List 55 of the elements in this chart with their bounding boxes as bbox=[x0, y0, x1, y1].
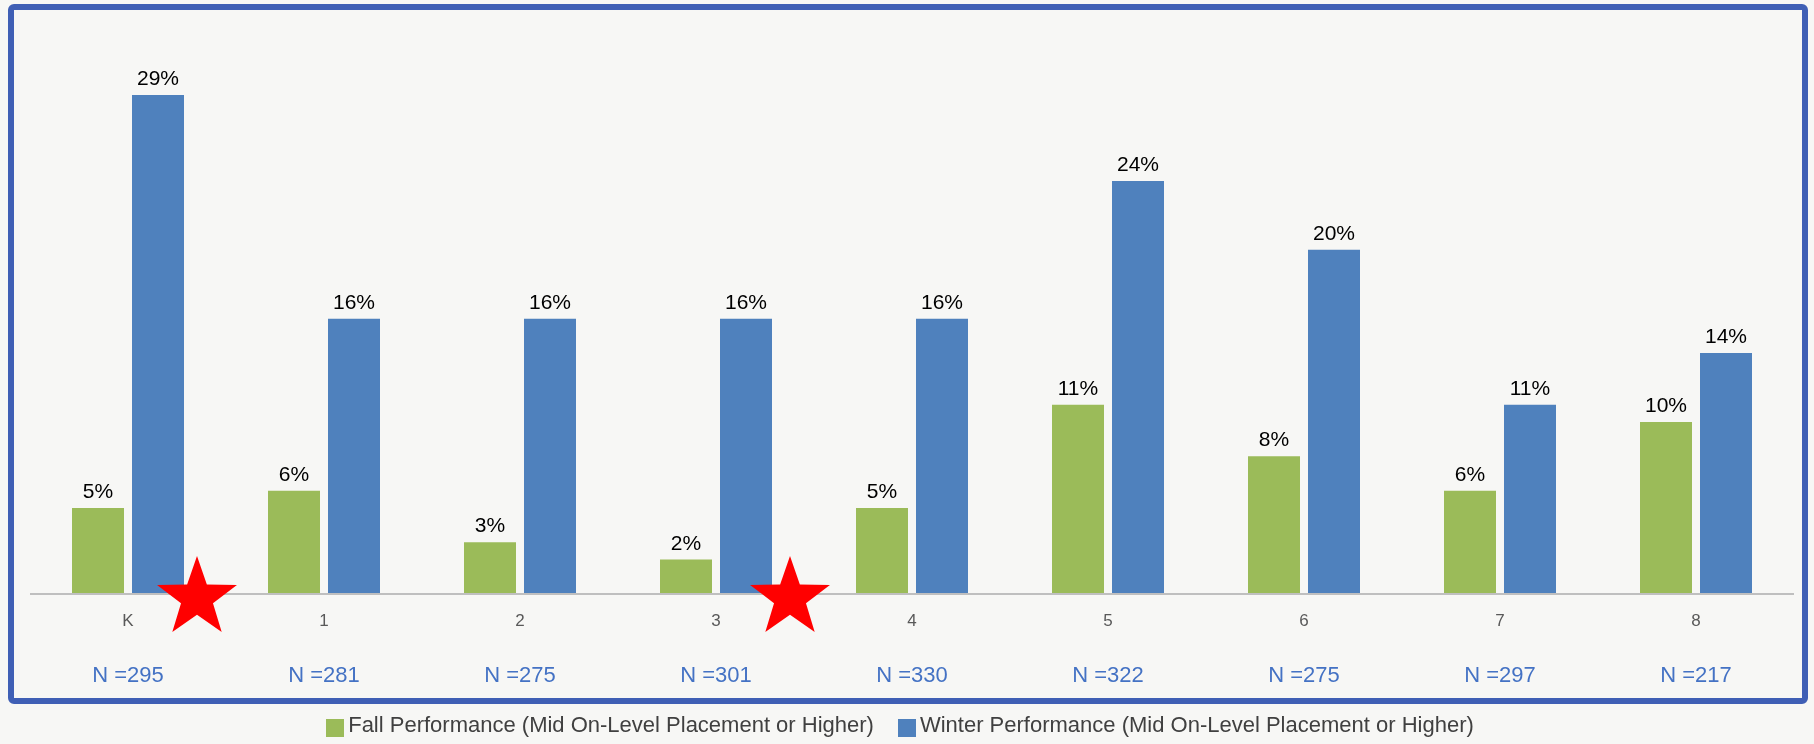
x-tick-label: 2 bbox=[515, 611, 525, 630]
bar bbox=[464, 542, 516, 594]
bar bbox=[328, 318, 380, 594]
data-label: 11% bbox=[1057, 375, 1099, 399]
x-tick-label: 3 bbox=[711, 611, 721, 630]
bar bbox=[1052, 404, 1104, 594]
bar bbox=[916, 318, 968, 594]
bar bbox=[1444, 490, 1496, 594]
text: N =275 bbox=[484, 662, 556, 687]
x-tick-label: 4 bbox=[907, 611, 917, 630]
text: N =281 bbox=[288, 662, 360, 687]
data-label: 16% bbox=[920, 289, 964, 313]
data-label: 8% bbox=[1258, 427, 1290, 451]
bar bbox=[72, 507, 124, 594]
data-label: 14% bbox=[1704, 324, 1748, 348]
bar bbox=[268, 490, 320, 594]
data-label: 29% bbox=[136, 65, 180, 89]
text: N =295 bbox=[92, 662, 164, 687]
legend-label: Fall Performance (Mid On-Level Placement or Higher) bbox=[348, 712, 874, 737]
bar bbox=[720, 318, 772, 594]
data-label: 5% bbox=[866, 478, 898, 502]
x-tick-label: K bbox=[122, 611, 135, 630]
bar bbox=[1112, 180, 1164, 594]
bar bbox=[1248, 456, 1300, 594]
x-tick-label: 5 bbox=[1103, 611, 1113, 630]
data-label: 6% bbox=[1454, 461, 1486, 485]
bar bbox=[1504, 404, 1556, 594]
text: N =322 bbox=[1072, 662, 1144, 687]
data-label: 16% bbox=[528, 289, 572, 313]
data-label: 16% bbox=[332, 289, 376, 313]
text: N =275 bbox=[1268, 662, 1340, 687]
data-label: 3% bbox=[474, 513, 506, 537]
bar bbox=[1700, 353, 1752, 594]
x-tick-label: 1 bbox=[319, 611, 329, 630]
text: N =297 bbox=[1464, 662, 1536, 687]
bar bbox=[1640, 421, 1692, 594]
text: N =301 bbox=[680, 662, 752, 687]
data-label: 5% bbox=[82, 478, 114, 502]
bar bbox=[856, 507, 908, 594]
bar bbox=[660, 559, 712, 594]
x-tick-label: 8 bbox=[1691, 611, 1701, 630]
data-label: 11% bbox=[1509, 375, 1551, 399]
bar bbox=[1308, 249, 1360, 594]
bar bbox=[524, 318, 576, 594]
data-label: 6% bbox=[278, 461, 310, 485]
data-label: 16% bbox=[724, 289, 768, 313]
data-label: 20% bbox=[1312, 220, 1356, 244]
data-label: 2% bbox=[670, 530, 702, 554]
data-label: 24% bbox=[1116, 151, 1160, 175]
text: N =330 bbox=[876, 662, 948, 687]
x-tick-label: 7 bbox=[1495, 611, 1505, 630]
text: N =217 bbox=[1660, 662, 1732, 687]
data-label: 10% bbox=[1644, 392, 1688, 416]
legend-label: Winter Performance (Mid On-Level Placement or Higher) bbox=[919, 712, 1474, 737]
x-tick-label: 6 bbox=[1299, 611, 1309, 630]
